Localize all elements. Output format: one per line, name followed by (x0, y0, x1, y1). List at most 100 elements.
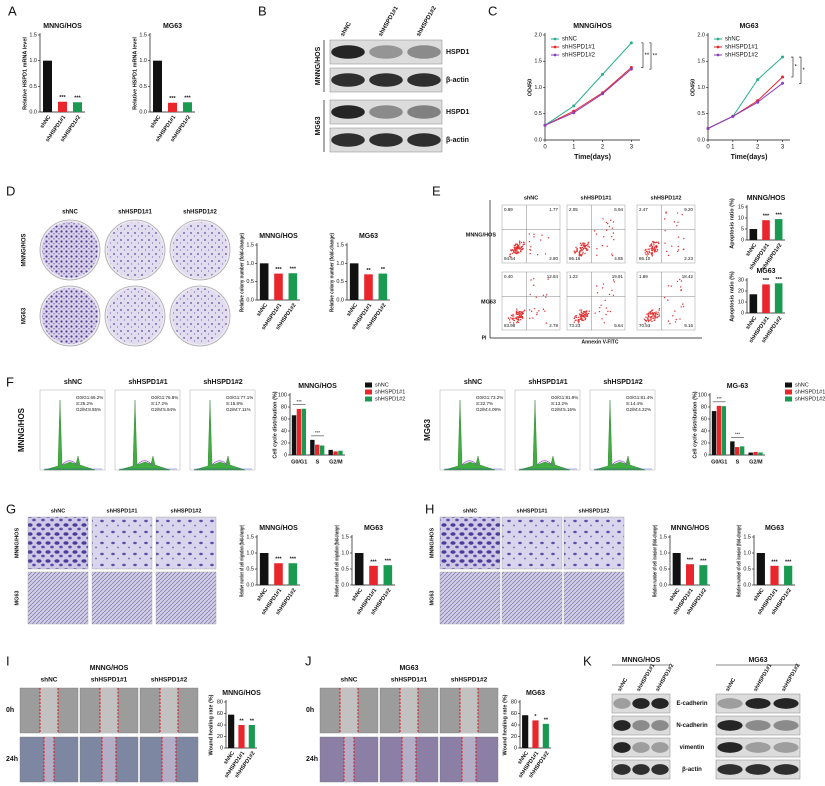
quadrant-lines (637, 272, 695, 330)
flow-dot (510, 314, 513, 317)
quadrant-value: 86.16 (569, 256, 581, 261)
chart-title: MG-63 (727, 383, 749, 390)
x-axis-label: Time(days) (731, 154, 768, 161)
blot-band (369, 73, 403, 87)
flow-dot (509, 321, 511, 324)
row-label: MG63 (429, 591, 435, 606)
y-tick-label: 1.0 (246, 261, 254, 267)
flow-dot (520, 316, 523, 319)
flow-dot (644, 249, 646, 251)
column-label: shHSPD1#1 (91, 677, 128, 684)
chart-title: MG63 (756, 268, 775, 275)
flow-dot (584, 310, 586, 313)
y-tick-label: 100 (278, 392, 287, 398)
microscopy-image (563, 571, 625, 625)
flow-dot (649, 312, 651, 315)
column-label: shHSPD1#1 (528, 379, 567, 386)
flow-dot (573, 250, 575, 252)
flow-dot (605, 221, 608, 224)
flow-dot (515, 312, 518, 314)
flow-dot (646, 255, 648, 257)
series-line (544, 42, 632, 126)
series-line (544, 67, 632, 126)
flow-dot (515, 251, 518, 253)
quadrant-value: 1.89 (639, 274, 648, 279)
legend-marker (553, 37, 557, 41)
lane-label: shHSPD1#1 (753, 663, 774, 693)
y-tick-label: 10 (738, 215, 744, 221)
legend-label: shHSPD1#2 (725, 53, 759, 59)
quadrant-value: 18.42 (682, 274, 694, 279)
flow-dot (656, 249, 659, 251)
flow-dot (586, 249, 588, 252)
cycle-stat: G2/M:4.22% (626, 407, 651, 412)
colony-stain (172, 222, 228, 278)
flow-dot (647, 253, 650, 255)
quadrant-value: 19.91 (612, 274, 624, 279)
y-tick-label: 60 (511, 711, 517, 717)
flow-dot (515, 317, 517, 320)
sig-label: ** (381, 267, 386, 273)
flow-plot (566, 271, 626, 331)
data-point (601, 92, 605, 96)
y-axis-label: Apoptosis ratio (%) (729, 198, 735, 249)
chart-title: MNNG/HOS (259, 233, 298, 240)
flow-axes (489, 200, 702, 339)
flow-dot (602, 218, 604, 220)
y-axis-label: Relative number of cell migration (fold-… (334, 525, 340, 597)
blot-band (331, 105, 365, 119)
cycle-stat: G0/G1:76.8% (151, 395, 178, 400)
bar (770, 565, 779, 585)
cell-line-label: MNNG/HOS (622, 657, 661, 664)
sig-label: *** (275, 267, 282, 273)
series-line (707, 56, 783, 129)
legend-label: shHSPD1#1 (562, 45, 596, 51)
flow-dot (679, 286, 682, 288)
flow-dot (513, 246, 516, 249)
flow-dot (596, 248, 598, 250)
quadrant-value: 6.94 (614, 207, 623, 212)
band-label: vimentin (680, 745, 705, 751)
histogram (443, 399, 496, 471)
row-label: 0h (6, 707, 14, 714)
x-tick-label: 0 (706, 145, 710, 151)
flow-dot (541, 234, 543, 236)
series-line (544, 68, 632, 126)
flow-dot (663, 296, 666, 299)
flow-dot (514, 252, 517, 254)
flow-dot (518, 248, 520, 250)
y-tick-label: 1.5 (341, 534, 349, 540)
flow-dot (651, 320, 653, 323)
panel-letter: E (432, 183, 441, 198)
flow-dot (612, 279, 615, 281)
flow-plot (636, 204, 696, 264)
flow-dot (520, 246, 522, 248)
flow-dot (652, 313, 655, 316)
flow-dot (518, 311, 520, 313)
flow-dot (658, 315, 661, 317)
bar (310, 439, 315, 455)
bar (238, 725, 245, 748)
quadrant-value: 2.47 (639, 207, 648, 212)
flow-dot (532, 317, 534, 319)
panel-letter: K (583, 653, 592, 668)
histogram-fit (536, 460, 554, 467)
y-tick-label: 0.5 (246, 279, 254, 285)
bar (328, 449, 333, 455)
sig-label: ** (645, 53, 650, 59)
cycle-stat: G0/G1:77.1% (226, 395, 253, 400)
flow-dot (583, 246, 586, 248)
flow-dot (677, 236, 680, 238)
blot-image (611, 737, 671, 758)
flow-dot (521, 317, 524, 319)
flow-dot (583, 247, 585, 249)
blot-band (773, 764, 799, 775)
y-axis-label: Relative colony number (fold-change) (329, 233, 335, 312)
lane-label: shHSPD1#2 (655, 663, 676, 693)
blot-band (745, 720, 771, 731)
flow-dot (533, 236, 535, 238)
y-tick-label: 0.5 (336, 279, 344, 285)
band-label: E-cadherin (676, 701, 707, 707)
blot-band (632, 742, 650, 753)
flow-dot (665, 211, 667, 213)
